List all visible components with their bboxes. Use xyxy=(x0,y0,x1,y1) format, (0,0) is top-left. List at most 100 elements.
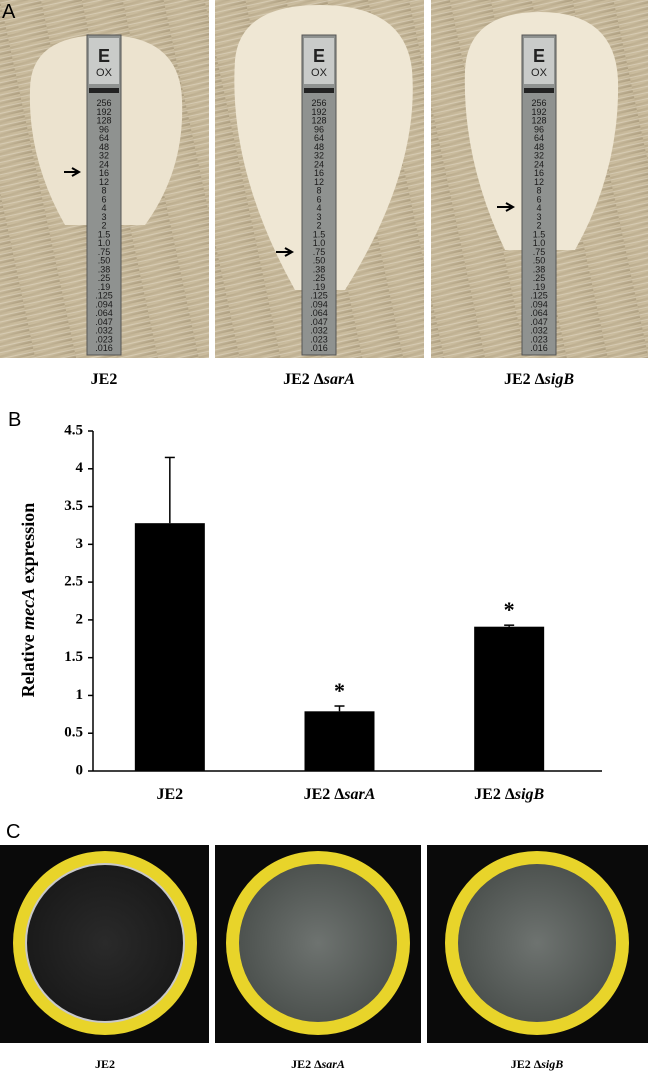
strip-scale-label: 4 xyxy=(316,203,321,213)
strip-scale-label: 8 xyxy=(536,186,541,196)
mic-arrow xyxy=(64,167,82,177)
strip-scale-label: 2 xyxy=(316,221,321,231)
strip-scale-label: 48 xyxy=(314,142,324,152)
panel-b: B Relative mecA expression 0 0.5 1 1.5 2 2.5 3… xyxy=(8,409,602,803)
y-tick-label: 0.5 xyxy=(64,725,83,741)
strip-scale-label: 24 xyxy=(314,159,324,169)
strip-scale-label: .032 xyxy=(310,326,328,336)
strain-label: JE2 ΔsarA xyxy=(283,371,355,388)
strip-logo: E xyxy=(533,46,545,66)
strain-label: JE2 xyxy=(95,1057,115,1071)
strip-scale-label: .75 xyxy=(313,247,326,257)
strip-scale-label: .38 xyxy=(98,264,111,274)
mic-arrow xyxy=(276,247,295,257)
strip-drug: OX xyxy=(311,67,328,79)
strip-scale-label: 24 xyxy=(99,159,109,169)
strip-scale-label: 2 xyxy=(101,221,106,231)
strip-scale-label: .19 xyxy=(313,282,326,292)
strip-scale-label: 192 xyxy=(531,107,546,117)
strip-scale-label: 12 xyxy=(99,177,109,187)
strip-scale-label: 1.0 xyxy=(313,238,326,248)
strip-logo: E xyxy=(313,46,325,66)
x-tick-label: JE2 ΔsarA xyxy=(304,786,376,803)
strip-scale-label: 1.5 xyxy=(533,229,546,239)
strip-band xyxy=(304,88,334,93)
y-tick-label: 2.5 xyxy=(64,574,83,590)
strip-scale-label: 1.0 xyxy=(533,238,546,248)
strip-scale-label: 4 xyxy=(101,203,106,213)
biofilm xyxy=(25,863,185,1023)
strain-label: JE2 ΔsarA xyxy=(291,1057,345,1071)
strip-scale-label: 64 xyxy=(99,133,109,143)
strip-scale-label: .38 xyxy=(313,264,326,274)
strip-scale-label: 32 xyxy=(534,151,544,161)
strip-scale-label: .032 xyxy=(530,326,548,336)
strip-drug: OX xyxy=(96,67,113,79)
strip-scale-label: 8 xyxy=(316,186,321,196)
strip-scale-label: 1.0 xyxy=(98,238,111,248)
strip-scale-label: .75 xyxy=(533,247,546,257)
strip-scale-label: .50 xyxy=(98,256,111,266)
strip-scale-label: 4 xyxy=(536,203,541,213)
strip-scale-label: 16 xyxy=(314,168,324,178)
strain-label: JE2 ΔsigB xyxy=(511,1057,564,1071)
biofilm xyxy=(458,864,616,1022)
bar xyxy=(304,711,375,771)
strip-scale-label: 1.5 xyxy=(98,229,111,239)
panel-letter: A xyxy=(2,1,16,23)
strip-scale-label: 256 xyxy=(96,98,111,108)
strip-scale-label: 192 xyxy=(96,107,111,117)
x-tick-label: JE2 xyxy=(156,786,183,803)
y-tick-label: 4.5 xyxy=(64,422,83,438)
strip-scale-label: 64 xyxy=(534,133,544,143)
strip-scale-label: .75 xyxy=(98,247,111,257)
bar xyxy=(474,626,545,771)
strip-scale-label: .023 xyxy=(95,334,113,344)
strip-scale-label: 128 xyxy=(96,116,111,126)
panel-letter: C xyxy=(6,821,20,843)
strip-scale-label: 1.5 xyxy=(313,229,326,239)
strip-scale-label: .023 xyxy=(530,334,548,344)
strip-logo: E xyxy=(98,46,110,66)
strip-drug: OX xyxy=(531,67,548,79)
bar xyxy=(134,523,205,771)
mic-arrow xyxy=(497,202,516,212)
strip-scale-label: 256 xyxy=(311,98,326,108)
y-tick-label: 4 xyxy=(76,460,84,476)
strip-scale-label: 3 xyxy=(316,212,321,222)
strip-scale-label: 12 xyxy=(534,177,544,187)
strip-scale-label: 128 xyxy=(311,116,326,126)
significance-mark: * xyxy=(334,678,345,703)
y-tick-label: 2 xyxy=(76,611,84,627)
strip-scale-label: .047 xyxy=(310,317,328,327)
strip-scale-label: 192 xyxy=(311,107,326,117)
strip-scale-label: .50 xyxy=(533,256,546,266)
strip-scale-label: .25 xyxy=(98,273,111,283)
strip-scale-label: .032 xyxy=(95,326,113,336)
panel-c: C JE2 JE2 ΔsarA JE2 ΔsigB xyxy=(0,821,648,1071)
strip-scale-label: 32 xyxy=(99,151,109,161)
strip-scale-label: 8 xyxy=(101,186,106,196)
strip-scale-label: .064 xyxy=(530,308,548,318)
strip-scale-label: .125 xyxy=(95,291,113,301)
strip-scale-label: 24 xyxy=(534,159,544,169)
strip-scale-label: 3 xyxy=(536,212,541,222)
strip-scale-label: .047 xyxy=(95,317,113,327)
strip-scale-label: .047 xyxy=(530,317,548,327)
strip-scale-label: 6 xyxy=(536,194,541,204)
strip-scale-label: .19 xyxy=(533,282,546,292)
strip-scale-label: .016 xyxy=(95,343,113,353)
strip-scale-label: .25 xyxy=(313,273,326,283)
panel-letter: B xyxy=(8,409,21,431)
strip-scale-label: 2 xyxy=(536,221,541,231)
y-tick-label: 3.5 xyxy=(64,498,83,514)
strip-scale-label: 12 xyxy=(314,177,324,187)
strip-scale-label: 96 xyxy=(534,124,544,134)
strip-scale-label: .016 xyxy=(310,343,328,353)
strip-scale-label: 96 xyxy=(314,124,324,134)
panel-a: EOX25619212896644832241612864321.51.0.75… xyxy=(0,0,648,388)
strip-head xyxy=(304,38,334,84)
strip-scale-label: 6 xyxy=(101,194,106,204)
y-tick-label: 1.5 xyxy=(64,649,83,665)
